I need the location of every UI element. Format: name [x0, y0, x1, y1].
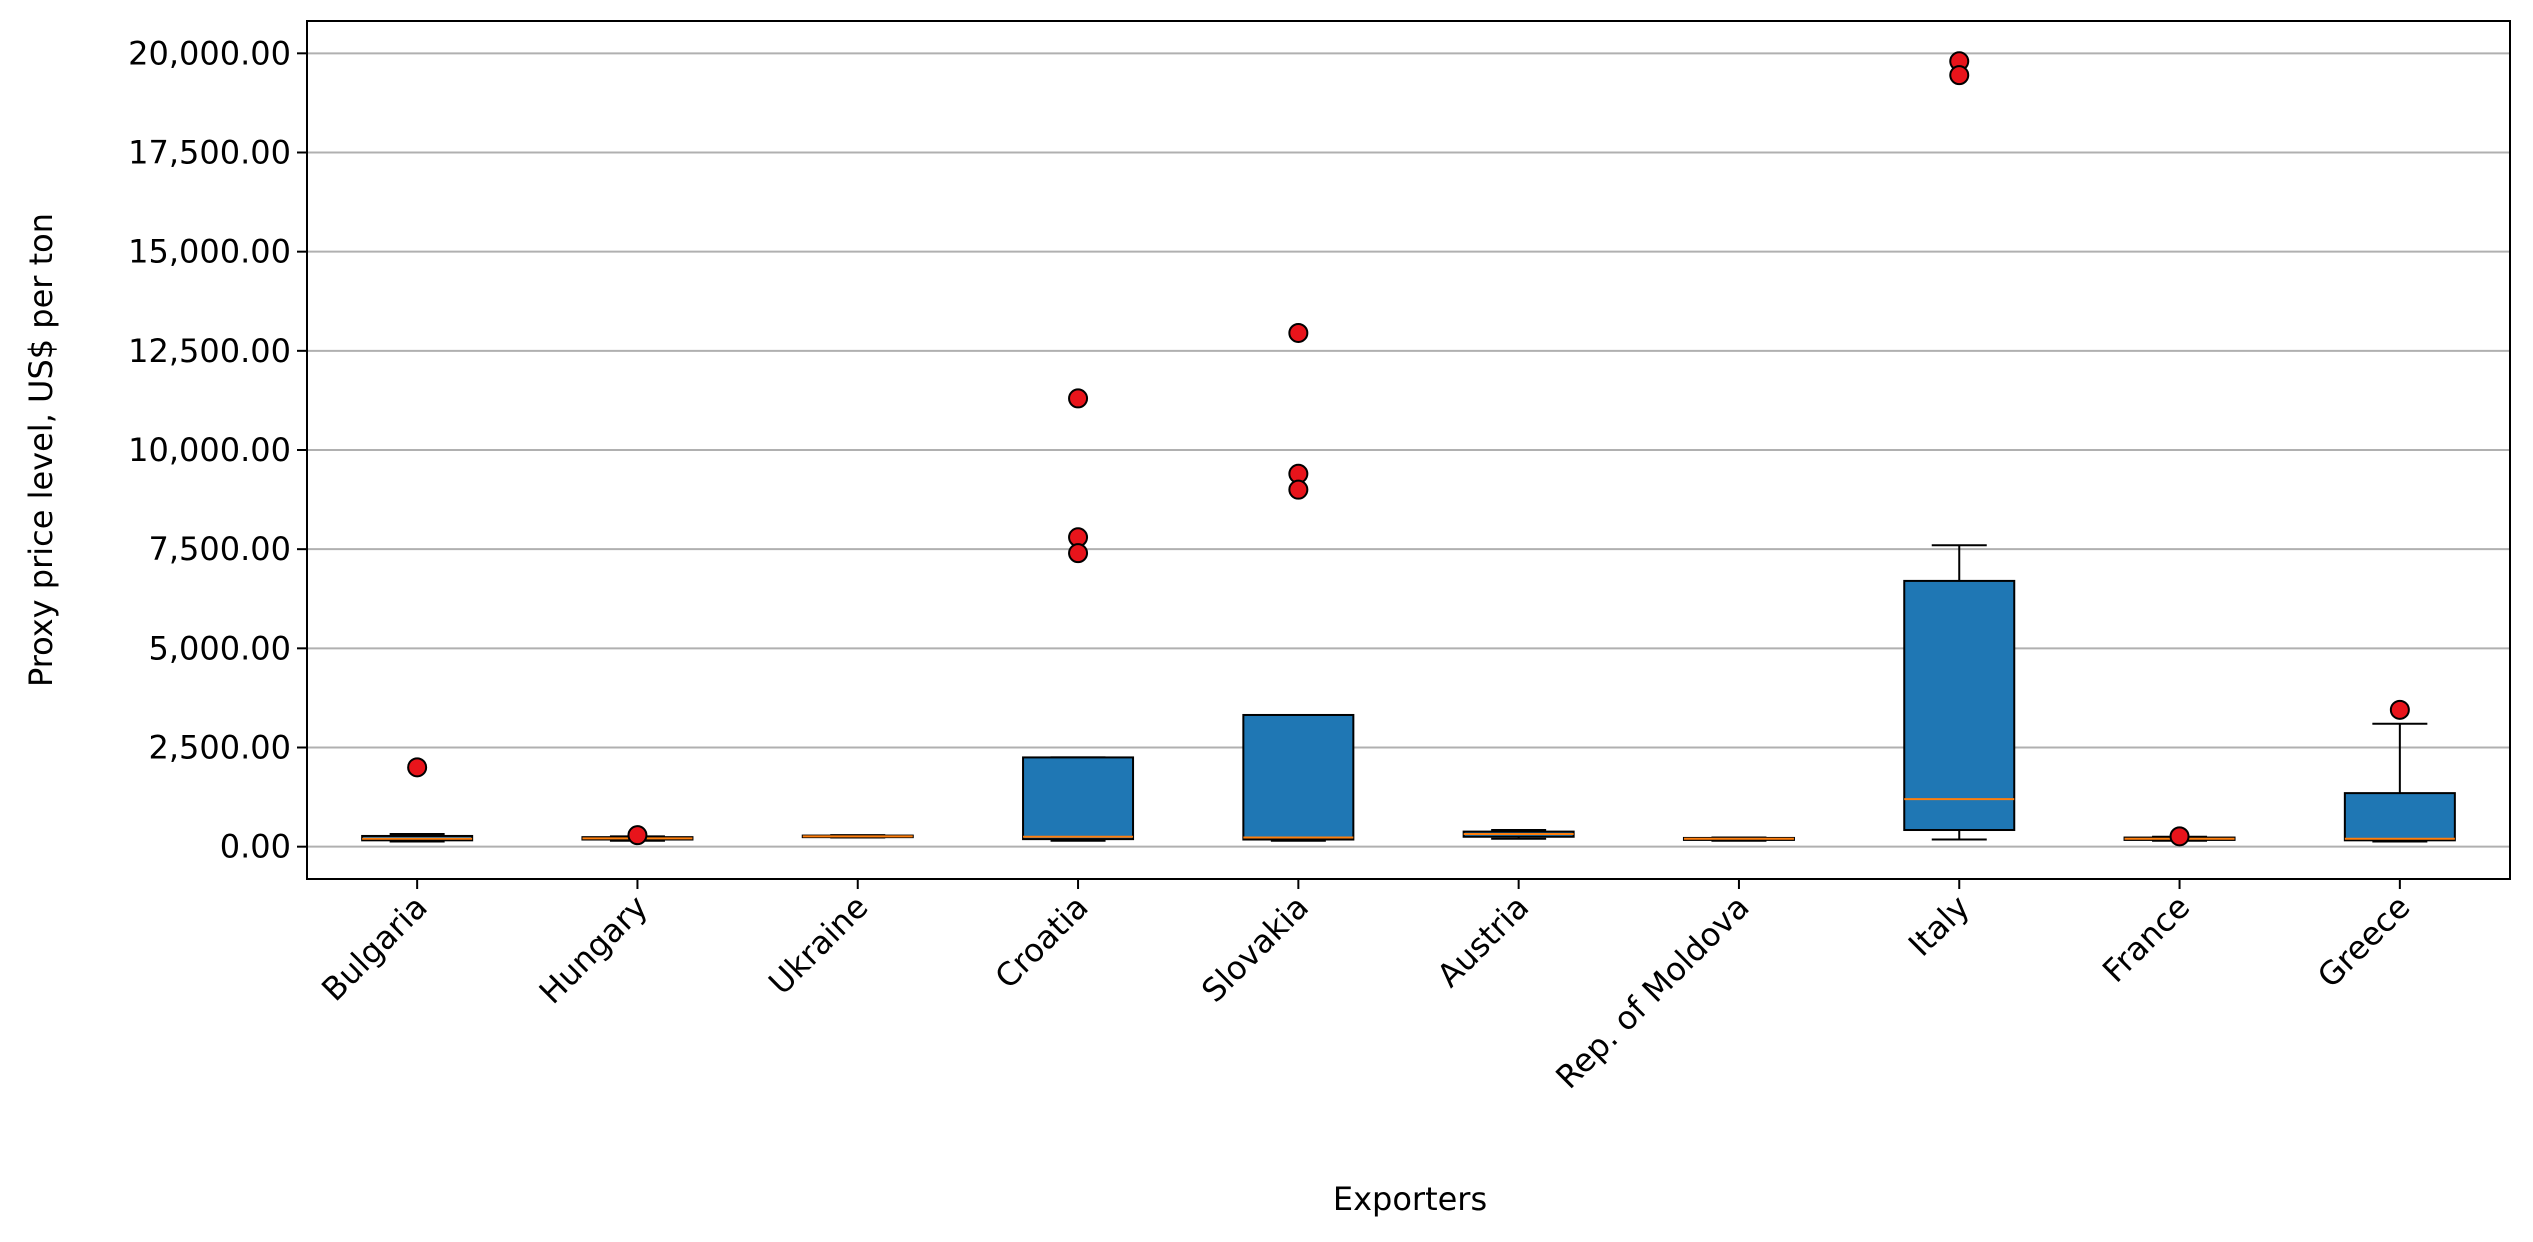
y-axis-label: Proxy price level, US$ per ton	[22, 213, 60, 687]
box	[2343, 792, 2456, 842]
box	[1242, 713, 1355, 841]
x-tick-label: Austria	[1430, 888, 1537, 995]
outlier	[407, 757, 428, 778]
outlier	[1288, 322, 1309, 343]
outlier	[1068, 388, 1089, 409]
x-tick-label: Italy	[1901, 888, 1977, 964]
x-tick-label: France	[2095, 888, 2197, 990]
outlier	[1288, 479, 1309, 500]
y-tick-label: 20,000.00	[128, 34, 291, 72]
y-tick-label: 7,500.00	[149, 530, 292, 568]
y-tick-label: 17,500.00	[128, 133, 291, 171]
y-tick-label: 12,500.00	[128, 332, 291, 370]
y-tick-label: 2,500.00	[149, 729, 292, 767]
x-axis-label: Exporters	[1333, 1180, 1487, 1218]
y-tick-label: 5,000.00	[149, 629, 292, 667]
x-tick-label: Ukraine	[761, 888, 875, 1002]
outlier	[1068, 543, 1089, 564]
x-tick-label: Rep. of Moldova	[1548, 888, 1756, 1096]
box	[1022, 756, 1135, 841]
outlier	[2389, 699, 2410, 720]
outlier	[2169, 826, 2190, 847]
box	[1903, 579, 2016, 832]
plot-frame	[306, 20, 2511, 880]
x-tick-label: Bulgaria	[314, 888, 435, 1009]
x-tick-label: Slovakia	[1194, 888, 1316, 1010]
x-tick-label: Greece	[2310, 888, 2417, 995]
y-tick-label: 10,000.00	[128, 431, 291, 469]
outlier	[1949, 65, 1970, 86]
x-tick-label: Hungary	[532, 888, 655, 1011]
x-tick-label: Croatia	[987, 888, 1095, 996]
outlier	[627, 825, 648, 846]
y-tick-label: 0.00	[220, 828, 291, 866]
y-tick-label: 15,000.00	[128, 233, 291, 271]
